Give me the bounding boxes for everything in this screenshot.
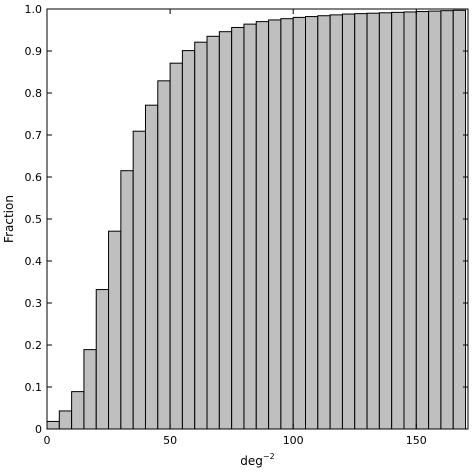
- histogram-bar-21: [305, 16, 319, 430]
- histogram-bar-23: [329, 14, 343, 430]
- y-tick-label: 0.8: [25, 87, 43, 100]
- y-tick-label: 0.3: [25, 297, 43, 310]
- x-tick-label: 150: [406, 434, 427, 447]
- histogram-bar-5: [108, 230, 122, 430]
- x-tick-label: 100: [283, 434, 304, 447]
- histogram-bar-16: [243, 23, 257, 430]
- y-tick-label: 0.4: [25, 255, 43, 268]
- y-tick-label: 0: [35, 423, 42, 436]
- histogram-bar-7: [132, 130, 146, 430]
- histogram-bar-3: [83, 349, 97, 430]
- x-axis-ticks: 0 50 100 150: [44, 9, 427, 447]
- histogram-bar-19: [280, 18, 294, 430]
- histogram-bar-24: [341, 13, 356, 430]
- histogram-bar-8: [144, 104, 159, 430]
- histogram-bar-9: [157, 80, 171, 430]
- histogram-bar-15: [231, 26, 245, 430]
- histogram-bar-14: [218, 31, 233, 430]
- histogram-bar-10: [169, 62, 183, 430]
- histogram-bars: [46, 9, 467, 430]
- x-axis-label-base: deg: [240, 454, 263, 468]
- x-axis-label-exponent: −2: [263, 452, 275, 461]
- histogram-bar-32: [440, 10, 454, 430]
- y-tick-label: 1.0: [25, 3, 43, 16]
- histogram-bar-27: [378, 12, 393, 430]
- y-tick-label: 0.9: [25, 45, 43, 58]
- histogram-bar-2: [71, 391, 85, 430]
- histogram-bar-28: [391, 11, 405, 430]
- y-tick-label: 0.5: [25, 213, 43, 226]
- histogram-bar-26: [366, 12, 380, 430]
- histogram-bar-29: [403, 11, 417, 430]
- histogram-bar-17: [255, 21, 270, 430]
- x-tick-label: 0: [44, 434, 51, 447]
- histogram-bar-25: [354, 13, 368, 430]
- histogram-bar-6: [120, 170, 134, 430]
- histogram-bar-33: [452, 9, 467, 430]
- histogram-bar-20: [292, 16, 307, 430]
- y-axis-label: Fraction: [2, 195, 16, 243]
- histogram-bar-0: [46, 420, 60, 430]
- y-tick-label: 0.6: [25, 171, 43, 184]
- x-tick-label: 50: [163, 434, 177, 447]
- y-tick-label: 0.7: [25, 129, 43, 142]
- histogram-bar-4: [95, 289, 110, 430]
- histogram-bar-31: [428, 10, 442, 430]
- histogram-bar-30: [415, 11, 430, 430]
- y-axis-ticks: 0 0.1 0.2 0.3 0.4 0.5 0.6 0.7 0.8 0.9 1.0: [25, 3, 468, 436]
- histogram-bar-12: [194, 41, 208, 430]
- histogram-bar-13: [206, 35, 220, 430]
- x-axis-label: deg−2: [240, 452, 274, 468]
- y-tick-label: 0.1: [25, 381, 43, 394]
- histogram-bar-18: [268, 19, 282, 430]
- histogram-bar-22: [317, 15, 331, 430]
- histogram-bar-1: [58, 410, 73, 430]
- histogram-bar-11: [181, 50, 196, 430]
- y-tick-label: 0.2: [25, 339, 43, 352]
